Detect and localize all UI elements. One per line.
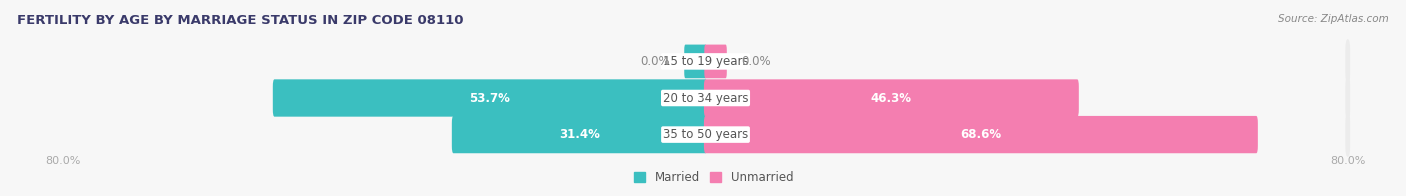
Text: 68.6%: 68.6% — [960, 128, 1001, 141]
FancyBboxPatch shape — [704, 116, 1258, 153]
Text: 46.3%: 46.3% — [870, 92, 912, 104]
FancyBboxPatch shape — [704, 44, 727, 78]
Text: FERTILITY BY AGE BY MARRIAGE STATUS IN ZIP CODE 08110: FERTILITY BY AGE BY MARRIAGE STATUS IN Z… — [17, 14, 464, 27]
Text: 0.0%: 0.0% — [741, 55, 772, 68]
Text: 53.7%: 53.7% — [470, 92, 510, 104]
FancyBboxPatch shape — [704, 79, 1078, 117]
FancyBboxPatch shape — [1346, 76, 1350, 120]
FancyBboxPatch shape — [685, 44, 707, 78]
Text: 31.4%: 31.4% — [560, 128, 600, 141]
Text: 0.0%: 0.0% — [640, 55, 669, 68]
Text: 15 to 19 years: 15 to 19 years — [662, 55, 748, 68]
FancyBboxPatch shape — [451, 116, 707, 153]
Text: Source: ZipAtlas.com: Source: ZipAtlas.com — [1278, 14, 1389, 24]
Legend: Married, Unmarried: Married, Unmarried — [628, 166, 799, 189]
Text: 35 to 50 years: 35 to 50 years — [662, 128, 748, 141]
Text: 20 to 34 years: 20 to 34 years — [662, 92, 748, 104]
FancyBboxPatch shape — [1346, 39, 1350, 84]
FancyBboxPatch shape — [1346, 112, 1350, 157]
FancyBboxPatch shape — [273, 79, 707, 117]
